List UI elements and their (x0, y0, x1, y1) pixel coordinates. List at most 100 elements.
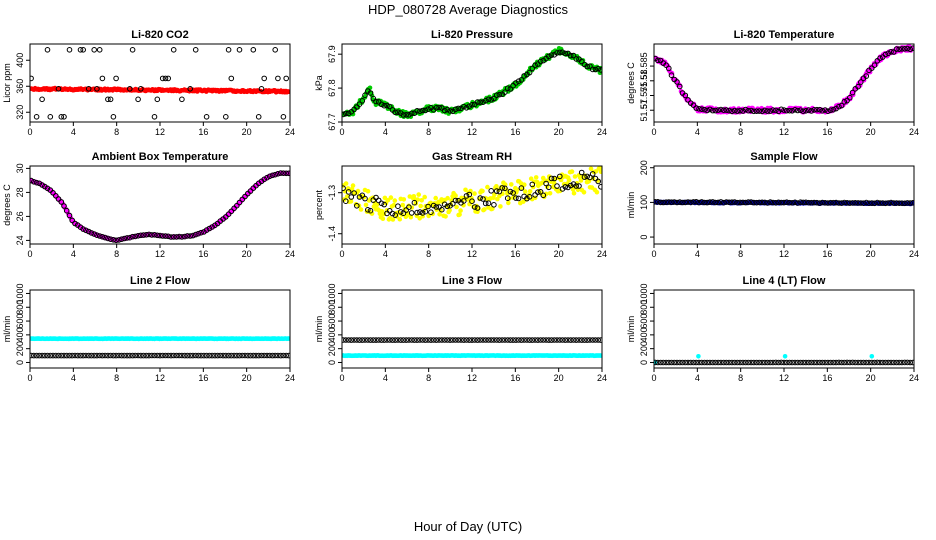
data-point (225, 352, 232, 359)
data-point (696, 199, 702, 206)
data-point (430, 202, 437, 209)
y-tick-label: 0 (327, 360, 337, 365)
data-point (39, 352, 45, 359)
data-point (217, 352, 224, 359)
data-point (66, 212, 73, 219)
data-point (245, 352, 251, 359)
series-black (654, 199, 914, 207)
data-point (742, 106, 749, 113)
y-tick-label: 67.7 (327, 113, 337, 131)
data-point (742, 199, 749, 206)
data-point (342, 337, 346, 343)
data-point (899, 359, 905, 366)
data-point (589, 171, 596, 177)
data-point (666, 359, 672, 366)
data-point (770, 359, 776, 366)
data-point (343, 181, 349, 186)
panel-8: Line 4 (LT) Flow ml/min 0 4 8 12 16 20 24 0 200400… (626, 275, 919, 383)
x-tick-label: 0 (651, 373, 656, 383)
data-point (367, 207, 374, 214)
data-point (693, 359, 700, 366)
data-point (209, 224, 215, 230)
data-point (674, 359, 680, 366)
x-tick-label: 16 (198, 373, 208, 383)
data-point (504, 85, 511, 91)
data-point (720, 199, 727, 206)
data-point (841, 99, 848, 105)
data-point (121, 352, 128, 359)
data-point (480, 99, 486, 105)
data-point (482, 337, 489, 343)
data-point (384, 102, 390, 109)
x-tick-label: 4 (695, 127, 700, 137)
data-point (96, 47, 103, 53)
y-tick-label: 800 (327, 300, 337, 315)
data-point (343, 110, 349, 117)
data-point (762, 199, 768, 206)
data-point (113, 237, 119, 244)
data-point (47, 114, 54, 120)
data-point (373, 98, 379, 105)
data-point (391, 202, 397, 208)
data-point (408, 337, 415, 343)
data-point (88, 230, 95, 236)
data-point (441, 107, 448, 114)
data-point (507, 196, 512, 201)
data-point (581, 337, 588, 343)
data-point (173, 352, 180, 359)
data-point (904, 45, 911, 52)
panel-0: Li-820 CO2 Licor ppm 0 4 8 12 16 20 24 320 360 400 (2, 29, 295, 137)
data-point (759, 359, 765, 366)
data-point (378, 337, 385, 343)
data-point (532, 337, 538, 343)
data-point (797, 107, 804, 113)
data-point (803, 199, 809, 206)
data-point (162, 352, 169, 359)
data-point (425, 203, 431, 210)
data-point (562, 50, 569, 57)
data-point (822, 359, 828, 366)
data-point (264, 352, 270, 359)
data-point (255, 352, 262, 359)
data-point (677, 83, 683, 90)
data-point (269, 352, 276, 359)
data-point (135, 233, 141, 239)
data-point (731, 199, 738, 205)
data-point (102, 234, 108, 241)
data-point (890, 200, 897, 206)
data-point (871, 62, 878, 68)
data-point (529, 181, 536, 188)
data-point (176, 352, 182, 359)
panel-7: Line 3 Flow ml/min 0 4 8 12 16 20 24 0 20040060080… (314, 275, 607, 383)
data-point (419, 107, 426, 114)
data-point (356, 101, 363, 107)
data-point (540, 192, 547, 199)
data-point (129, 233, 136, 240)
data-point (907, 359, 914, 366)
data-point (355, 188, 361, 194)
y-axis-label: ml/min (2, 316, 12, 343)
data-point (187, 352, 193, 359)
data-point (269, 172, 276, 179)
data-point (836, 359, 842, 366)
data-point (395, 337, 401, 343)
panel-title: Li-820 Pressure (431, 29, 513, 41)
data-point (77, 47, 84, 53)
plot-area (342, 166, 602, 222)
data-point (726, 359, 732, 366)
data-point (767, 199, 774, 205)
data-point (198, 352, 204, 359)
data-point (143, 352, 150, 359)
data-point (731, 107, 738, 114)
data-point (569, 169, 575, 174)
data-point (753, 199, 760, 206)
data-point (693, 105, 700, 111)
data-point (351, 190, 357, 196)
data-point (234, 202, 240, 209)
data-point (679, 199, 686, 206)
x-tick-label: 16 (510, 373, 520, 383)
data-point (847, 200, 853, 206)
panel-title: Li-820 Temperature (734, 29, 835, 41)
data-point (852, 359, 859, 366)
data-point (655, 199, 661, 205)
